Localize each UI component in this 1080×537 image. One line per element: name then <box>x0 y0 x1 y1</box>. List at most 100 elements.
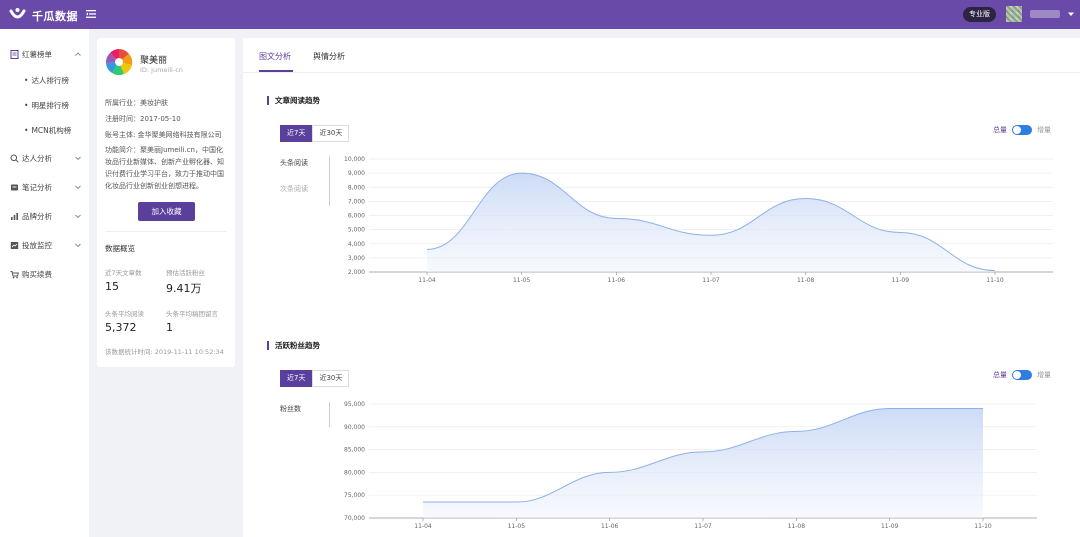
series-line <box>426 172 996 272</box>
sidebar-item-label: 达人分析 <box>22 153 52 163</box>
y-tick-label: 75,000 <box>344 492 365 499</box>
metric-tab-secondary-read[interactable]: 次条阅读 <box>280 185 308 193</box>
brand-logo <box>105 49 133 76</box>
metric-tab-fans[interactable]: 粉丝数 <box>280 405 301 413</box>
stat-value: 15 <box>105 280 119 293</box>
range-7d-button[interactable]: 近7天 <box>280 370 313 387</box>
sidebar-item-label: 购买续费 <box>22 269 52 279</box>
stat-label: 预估活跃粉丝 <box>166 269 205 277</box>
x-tick-label: 11-06 <box>608 277 626 284</box>
sidebar: 红薯榜单 达人排行榜 明星排行榜 MCN机构榜 达人分析 笔记分析 品牌分析 投… <box>0 29 89 537</box>
chevron-down-icon <box>75 156 81 161</box>
sidebar-item-label: 笔记分析 <box>22 182 52 192</box>
stat-value: 9.41万 <box>166 282 202 295</box>
book-icon <box>10 49 19 59</box>
read-metric-tabs: 头条阅读 次条阅读 <box>280 156 330 206</box>
y-tick-label: 95,000 <box>344 401 365 408</box>
owner-line: 账号主体: 金华聚美网络科技有限公司 <box>105 131 222 139</box>
y-tick-label: 70,000 <box>344 515 365 522</box>
y-tick-label: 3,000 <box>348 255 365 262</box>
sidebar-subitem-star-rank[interactable]: 明星排行榜 <box>24 100 69 111</box>
y-tick-label: 8,000 <box>348 184 365 191</box>
main-panel: 图文分析 舆情分析 文章阅读趋势 近7天 近30天 总量 增量 头条阅读 次条阅… <box>243 38 1080 537</box>
x-tick-label: 11-10 <box>986 277 1004 284</box>
sidebar-item-ad-monitor[interactable]: 投放监控 <box>10 238 82 252</box>
stat-value: 1 <box>166 321 173 334</box>
toggle-label-increment: 增量 <box>1037 126 1051 134</box>
cart-icon <box>10 270 19 278</box>
chevron-down-icon <box>75 214 81 219</box>
total-increment-toggle[interactable] <box>1012 125 1032 135</box>
x-tick-label: 11-07 <box>694 523 712 530</box>
stat-value: 5,372 <box>105 321 137 334</box>
read-range-selector: 近7天 近30天 <box>280 125 350 142</box>
y-tick-label: 9,000 <box>348 170 365 177</box>
pro-badge[interactable]: 专业版 <box>963 7 996 22</box>
note-icon <box>11 184 18 190</box>
range-30d-button[interactable]: 近30天 <box>312 125 350 142</box>
x-tick-label: 11-10 <box>974 523 992 530</box>
menu-toggle-icon[interactable] <box>86 9 96 19</box>
total-increment-toggle[interactable] <box>1012 370 1032 380</box>
sidebar-subitem-influencer-rank[interactable]: 达人排行榜 <box>24 75 69 86</box>
sidebar-item-note-analysis[interactable]: 笔记分析 <box>10 180 82 194</box>
stat-label: 近7天文章数 <box>105 269 142 277</box>
account-id: ID: jumeili-cn <box>140 66 183 74</box>
industry-line: 所属行业：美妆护肤 <box>105 99 168 107</box>
chevron-down-icon[interactable] <box>1067 10 1075 18</box>
read-trend-title: 文章阅读趋势 <box>267 96 320 105</box>
fans-trend-title: 活跃粉丝趋势 <box>267 341 320 350</box>
series-area <box>423 408 983 518</box>
x-tick-label: 11-04 <box>418 277 436 284</box>
brand-name[interactable]: 千瓜数据 <box>32 10 78 23</box>
avatar[interactable] <box>1006 6 1022 22</box>
y-tick-label: 4,000 <box>348 241 365 248</box>
tab-divider <box>243 72 1080 73</box>
fans-trend-chart: 70,000 75,000 80,000 85,000 90,000 95,000 11-0… <box>344 401 1037 530</box>
tab-opinion-analysis[interactable]: 舆情分析 <box>313 52 345 61</box>
sidebar-subitem-mcn-rank[interactable]: MCN机构榜 <box>24 125 71 136</box>
x-tick-label: 11-09 <box>881 523 899 530</box>
toggle-label-increment: 增量 <box>1037 371 1051 379</box>
x-tick-label: 11-06 <box>601 523 619 530</box>
logo-icon[interactable] <box>9 7 26 22</box>
y-tick-label: 85,000 <box>344 447 365 454</box>
sidebar-item-brand-analysis[interactable]: 品牌分析 <box>10 209 82 223</box>
search-icon <box>10 154 19 163</box>
chevron-up-icon <box>75 52 81 56</box>
y-tick-label: 7,000 <box>348 198 365 205</box>
x-tick-label: 11-09 <box>892 277 910 284</box>
sidebar-item-red-list[interactable]: 红薯榜单 <box>10 47 82 61</box>
series-line <box>422 408 983 503</box>
sidebar-item-purchase[interactable]: 购买续费 <box>10 267 82 281</box>
bar-chart-icon <box>11 212 18 220</box>
chevron-down-icon <box>75 185 81 190</box>
read-trend-chart: 2,000 3,000 4,000 5,000 6,000 7,000 8,000 9,000… <box>344 156 1053 284</box>
x-tick-label: 11-08 <box>788 523 806 530</box>
active-tab-indicator <box>259 70 293 72</box>
sidebar-item-label: 红薯榜单 <box>22 49 52 59</box>
stat-label: 头条平均稿团留言 <box>166 310 218 318</box>
series-area <box>427 173 995 272</box>
x-tick-label: 11-08 <box>797 277 815 284</box>
sidebar-item-label: 投放监控 <box>22 240 52 250</box>
x-tick-label: 11-05 <box>513 277 531 284</box>
y-tick-label: 5,000 <box>348 227 365 234</box>
toggle-label-total: 总量 <box>993 126 1007 134</box>
divider <box>105 231 227 232</box>
x-tick-label: 11-04 <box>414 523 432 530</box>
username-blurred[interactable] <box>1030 10 1060 18</box>
y-tick-label: 90,000 <box>344 424 365 431</box>
range-30d-button[interactable]: 近30天 <box>312 370 350 387</box>
range-7d-button[interactable]: 近7天 <box>280 125 313 142</box>
profile-card: 聚美丽 ID: jumeili-cn 所属行业：美妆护肤 注册时间：2017-0… <box>97 38 235 367</box>
top-bar: 千瓜数据 专业版 <box>0 0 1080 29</box>
overview-title: 数据概览 <box>105 244 135 253</box>
tab-article-analysis[interactable]: 图文分析 <box>259 52 291 61</box>
add-favorite-button[interactable]: 加入收藏 <box>138 202 195 221</box>
monitor-icon <box>10 241 19 249</box>
metric-tab-headline-read[interactable]: 头条阅读 <box>280 159 308 167</box>
intro-text: 功能简介：聚美丽Jumeili.cn，中国化妆品行业新媒体、创新产业孵化器、知识… <box>105 146 224 190</box>
sidebar-item-influencer-analysis[interactable]: 达人分析 <box>10 151 82 165</box>
x-tick-label: 11-05 <box>508 523 526 530</box>
